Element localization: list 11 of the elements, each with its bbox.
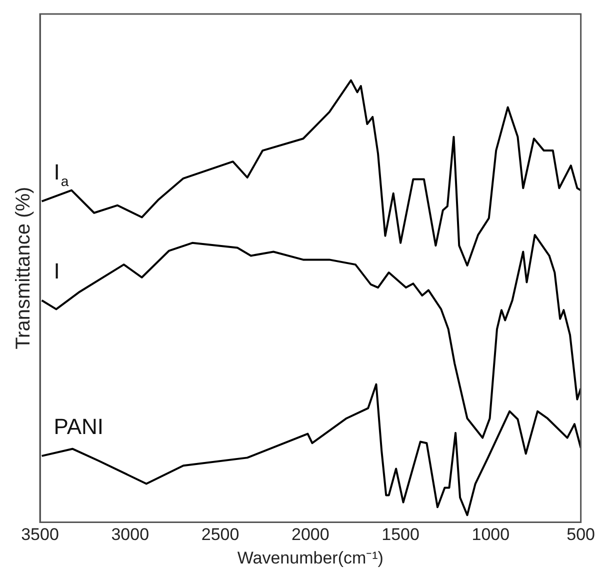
x-tick-label: 3000 xyxy=(111,525,150,544)
y-axis-title: Transmittance (%) xyxy=(12,186,35,350)
x-tick-label: 3500 xyxy=(21,525,59,544)
series-label: I xyxy=(54,258,60,284)
x-tick-label: 1500 xyxy=(382,525,420,544)
series-label: PANI xyxy=(54,414,104,439)
x-tick-label: 500 xyxy=(566,525,596,544)
x-tick-label: 2000 xyxy=(291,525,330,544)
x-tick-label: 1000 xyxy=(472,525,510,544)
x-tick-label: 2500 xyxy=(201,525,240,544)
x-axis-title: Wavenumber(cm⁻¹) xyxy=(237,548,384,568)
